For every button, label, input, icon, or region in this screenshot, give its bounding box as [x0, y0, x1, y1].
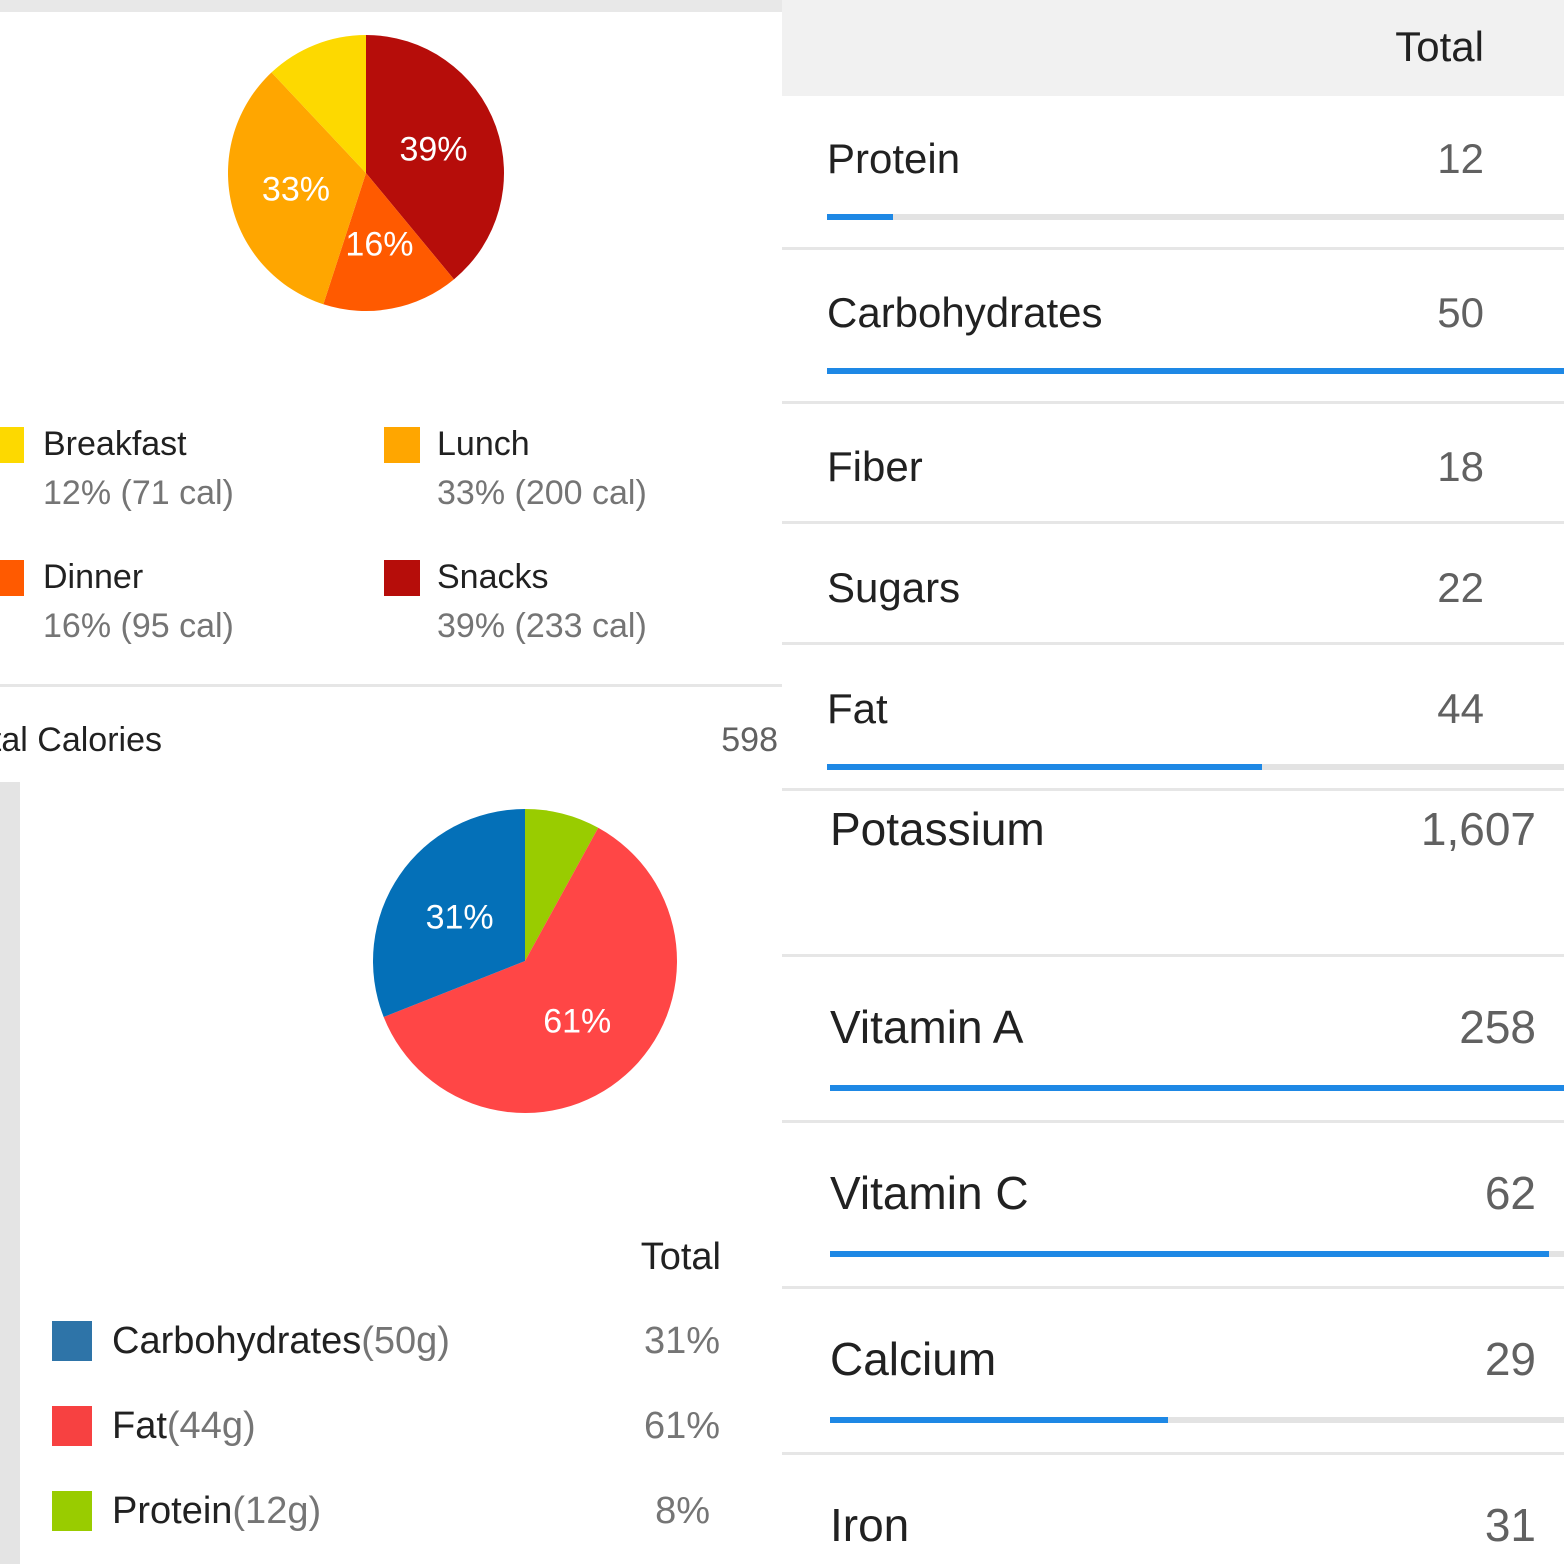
macros-panel: 61% 31% Total Carbohydrates(50g) 31% Fat(… [0, 782, 782, 1564]
macro-name: Carbohydrates [112, 1320, 362, 1362]
progress-fill [830, 1085, 1564, 1091]
total-calories-divider [0, 684, 782, 687]
legend-label-snacks: Snacks [437, 558, 549, 596]
nutrients-column-header: Total [1395, 23, 1484, 70]
row-divider [782, 642, 1564, 645]
meals-pie-chart: 39% 16% 33% [227, 35, 504, 311]
nutrient-value-sugars: 22 [1437, 564, 1484, 611]
nutrient-value-calcium: 29 [1484, 1333, 1536, 1385]
macro-label-protein: Protein(12g) [112, 1490, 321, 1533]
row-divider [782, 954, 1564, 957]
legend-detail-breakfast: 12% (71 cal) [43, 474, 234, 512]
nutrient-progress-carbohydrates [827, 368, 1564, 374]
row-divider [782, 1286, 1564, 1289]
meals-slice-label-snacks: 39% [399, 131, 467, 169]
macro-grams: (44g) [166, 1405, 256, 1447]
macros-pie-chart: 61% 31% [373, 809, 677, 1113]
macro-swatch-protein [52, 1491, 92, 1531]
nutrient-label-vitamin-c: Vitamin C [830, 1167, 1029, 1219]
progress-fill [827, 764, 1262, 770]
nutrient-label-fiber: Fiber [827, 443, 923, 490]
top-strip [0, 0, 782, 12]
nutrient-value-potassium: 1,607 [1420, 803, 1536, 855]
meals-panel: 39% 16% 33% Breakfast 12% (71 cal) Lunch 3… [0, 0, 782, 782]
row-divider [782, 401, 1564, 404]
row-divider [782, 247, 1564, 250]
legend-label-lunch: Lunch [437, 425, 530, 463]
total-calories-value: 598 [721, 721, 778, 759]
nutrient-label-calcium: Calcium [830, 1333, 997, 1385]
legend-detail-lunch: 33% (200 cal) [437, 474, 647, 512]
nutrient-label-sugars: Sugars [827, 564, 961, 611]
nutrient-value-vitamin-a: 258 [1459, 1001, 1536, 1053]
row-divider [782, 788, 1564, 791]
nutrients-header-bar [782, 0, 1564, 96]
meals-slice-label-dinner: 16% [345, 225, 413, 263]
macro-grams: (12g) [232, 1490, 322, 1532]
progress-fill [827, 368, 1564, 374]
progress-fill [830, 1417, 1168, 1423]
progress-fill [830, 1251, 1550, 1257]
legend-swatch-dinner [0, 560, 24, 596]
row-divider [782, 521, 1564, 524]
nutrients-top-panel: Total Protein 12 Carbohydrates 50 Fiber … [782, 0, 1564, 782]
macro-label-fat: Fat(44g) [112, 1405, 256, 1448]
nutrient-progress-protein [827, 214, 1564, 220]
nutrient-value-vitamin-c: 62 [1484, 1167, 1536, 1219]
meals-slice-breakfast [271, 35, 366, 173]
total-calories-label: Total Calories [0, 721, 162, 759]
macros-slice-protein [525, 809, 599, 961]
macro-name: Fat [112, 1405, 167, 1447]
nutrient-label-carbohydrates: Carbohydrates [827, 289, 1103, 336]
nutrient-value-fat: 44 [1437, 685, 1484, 732]
macros-slice-label-fat: 61% [543, 1002, 611, 1040]
nutrient-label-vitamin-a: Vitamin A [830, 1001, 1024, 1053]
nutrient-progress-vitamin-c [830, 1251, 1564, 1257]
legend-detail-dinner: 16% (95 cal) [43, 607, 234, 645]
macros-slice-label-carbohydrates: 31% [426, 899, 494, 937]
row-divider [782, 1452, 1564, 1455]
row-divider [782, 1120, 1564, 1123]
macro-swatch-fat [52, 1406, 92, 1446]
nutrient-value-fiber: 18 [1437, 443, 1484, 490]
nutrients-bottom-panel: Potassium 1,607 Vitamin A 258 Vitamin C … [782, 782, 1564, 1564]
macros-column-header: Total [640, 1236, 721, 1278]
progress-fill [827, 214, 894, 220]
nutrient-value-carbohydrates: 50 [1437, 289, 1484, 336]
nutrient-label-iron: Iron [830, 1499, 910, 1551]
macro-name: Protein [112, 1490, 233, 1532]
macro-grams: (50g) [361, 1320, 450, 1362]
legend-label-breakfast: Breakfast [43, 425, 187, 463]
legend-detail-snacks: 39% (233 cal) [437, 607, 647, 645]
macro-percent-fat: 61% [643, 1405, 720, 1447]
meals-slice-dinner [323, 173, 454, 311]
meals-slice-lunch [227, 72, 366, 305]
nutrient-label-fat: Fat [827, 685, 888, 732]
macro-percent-carbohydrates: 31% [643, 1320, 720, 1362]
macro-swatch-carbohydrates [52, 1321, 92, 1361]
macros-slice-carbohydrates [373, 809, 525, 1017]
macro-percent-protein: 8% [655, 1490, 710, 1532]
macros-slice-fat [383, 827, 677, 1113]
meals-slice-label-lunch: 33% [262, 171, 330, 209]
legend-label-dinner: Dinner [43, 558, 144, 596]
legend-swatch-breakfast [0, 427, 24, 463]
macro-label-carbohydrates: Carbohydrates(50g) [112, 1320, 450, 1363]
nutrient-value-iron: 31 [1484, 1499, 1536, 1551]
legend-swatch-snacks [384, 560, 420, 596]
nutrient-value-protein: 12 [1437, 135, 1484, 182]
nutrient-progress-fat [827, 764, 1564, 770]
legend-swatch-lunch [384, 427, 420, 463]
left-edge-strip [0, 782, 20, 1564]
nutrient-progress-calcium [830, 1417, 1564, 1423]
nutrient-progress-vitamin-a [830, 1085, 1564, 1091]
nutrient-label-potassium: Potassium [830, 803, 1045, 855]
nutrient-label-protein: Protein [827, 135, 961, 182]
meals-slice-snacks [366, 35, 504, 280]
